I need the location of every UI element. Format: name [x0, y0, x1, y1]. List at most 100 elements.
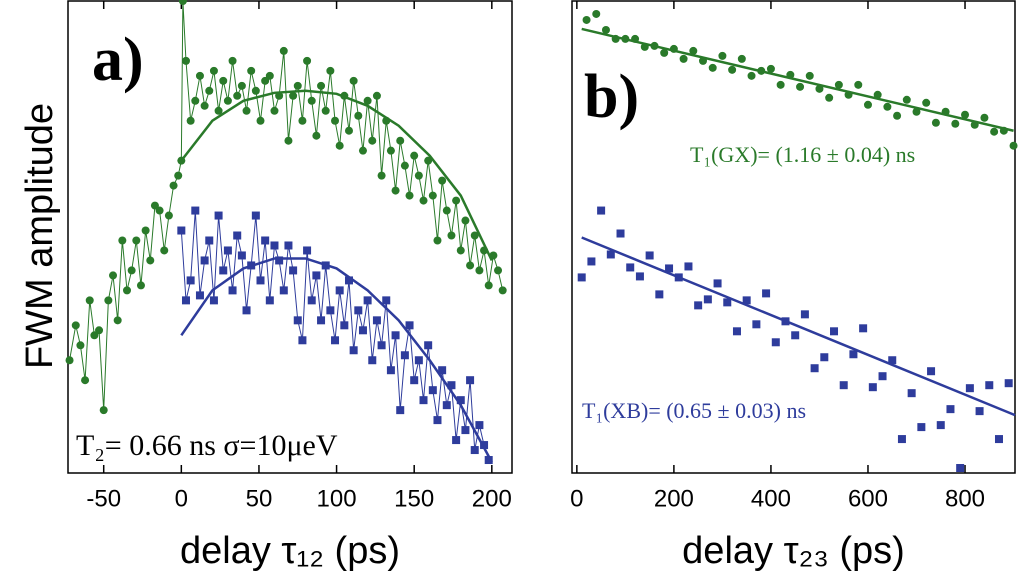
- data-point: [494, 266, 503, 275]
- data-point: [466, 261, 475, 270]
- data-point: [293, 81, 302, 90]
- x-tick-label: 600: [848, 485, 888, 512]
- data-point: [414, 171, 423, 180]
- data-point: [456, 396, 465, 405]
- data-point: [592, 9, 601, 18]
- data-point: [122, 286, 131, 295]
- data-point: [113, 316, 122, 325]
- data-point: [897, 435, 906, 444]
- data-point: [410, 151, 419, 160]
- data-point: [762, 289, 771, 298]
- data-point: [849, 350, 858, 359]
- data-point: [684, 262, 693, 271]
- data-point: [65, 356, 74, 365]
- data-point: [186, 276, 195, 285]
- data-point: [902, 95, 911, 104]
- data-point: [708, 63, 717, 72]
- data-point: [990, 127, 999, 136]
- data-point: [251, 86, 260, 95]
- x-tick-label: 200: [654, 485, 694, 512]
- data-point: [447, 231, 456, 240]
- data-point: [331, 116, 340, 125]
- data-point: [284, 136, 293, 145]
- data-point: [279, 46, 288, 55]
- annotation: T₁(XB)= (0.65 ± 0.03) ns: [582, 398, 806, 423]
- data-point: [868, 383, 877, 392]
- data-point: [209, 66, 218, 75]
- data-point: [223, 246, 232, 255]
- data-point: [237, 81, 246, 90]
- data-point: [606, 250, 615, 259]
- data-point: [344, 126, 353, 135]
- data-point: [410, 376, 419, 385]
- data-point: [228, 286, 237, 295]
- data-point: [424, 156, 433, 165]
- data-point: [400, 161, 409, 170]
- data-point: [805, 71, 814, 80]
- data-point: [219, 266, 228, 275]
- data-point: [965, 384, 974, 393]
- data-point: [834, 80, 843, 89]
- data-point: [279, 286, 288, 295]
- data-point: [461, 426, 470, 435]
- data-point: [873, 90, 882, 99]
- data-point: [912, 107, 921, 116]
- data-point: [442, 401, 451, 410]
- data-point: [164, 211, 173, 220]
- data-point: [191, 206, 200, 215]
- data-point: [689, 46, 698, 55]
- data-point: [424, 341, 433, 350]
- data-point: [975, 407, 984, 416]
- data-point: [71, 321, 80, 330]
- data-point: [718, 51, 727, 60]
- data-point: [414, 356, 423, 365]
- data-point: [961, 110, 970, 119]
- data-point: [660, 48, 669, 57]
- data-point: [256, 116, 265, 125]
- data-point: [854, 80, 863, 89]
- data-point: [251, 211, 260, 220]
- data-point: [214, 106, 223, 115]
- data-point: [331, 336, 340, 345]
- data-point: [132, 236, 141, 245]
- data-point: [372, 316, 381, 325]
- annotation: b): [584, 63, 639, 131]
- data-point: [723, 298, 732, 307]
- data-point: [195, 71, 204, 80]
- data-point: [223, 96, 232, 105]
- data-point: [349, 76, 358, 85]
- data-point: [256, 276, 265, 285]
- data-point: [363, 96, 372, 105]
- data-point: [475, 266, 484, 275]
- data-point: [358, 146, 367, 155]
- data-point: [177, 226, 186, 235]
- data-point: [372, 91, 381, 100]
- data-point: [219, 76, 228, 85]
- data-point: [377, 341, 386, 350]
- data-point: [820, 353, 829, 362]
- data-point: [386, 146, 395, 155]
- data-point: [679, 54, 688, 63]
- data-point: [181, 296, 190, 305]
- data-point: [200, 101, 209, 110]
- data-point: [927, 367, 936, 376]
- data-point: [597, 206, 606, 215]
- data-point: [298, 116, 307, 125]
- plot-frame: [571, 0, 1016, 474]
- annotation: a): [92, 26, 144, 94]
- data-point: [936, 421, 945, 430]
- data-point: [391, 186, 400, 195]
- data-point: [136, 281, 145, 290]
- data-point: [118, 236, 127, 245]
- data-point: [1009, 141, 1018, 150]
- data-point: [428, 386, 437, 395]
- data-point: [275, 256, 284, 265]
- annotation: T₂= 0.66 ns σ=10μeV: [76, 429, 338, 462]
- data-point: [307, 296, 316, 305]
- data-point: [242, 106, 251, 115]
- data-point: [452, 436, 461, 445]
- data-point: [270, 241, 279, 250]
- data-point: [703, 295, 712, 304]
- data-point: [470, 446, 479, 455]
